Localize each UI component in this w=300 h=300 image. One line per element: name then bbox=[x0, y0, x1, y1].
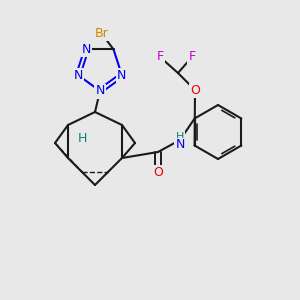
Text: H: H bbox=[176, 132, 184, 142]
Text: Br: Br bbox=[94, 27, 108, 40]
Text: O: O bbox=[153, 166, 163, 178]
Text: N: N bbox=[175, 139, 185, 152]
Text: N: N bbox=[82, 43, 91, 56]
Text: F: F bbox=[188, 50, 196, 64]
Text: O: O bbox=[190, 83, 200, 97]
Text: H: H bbox=[77, 131, 87, 145]
Text: N: N bbox=[74, 69, 83, 82]
Text: F: F bbox=[156, 50, 164, 64]
Text: N: N bbox=[95, 85, 105, 98]
Text: N: N bbox=[117, 69, 127, 82]
